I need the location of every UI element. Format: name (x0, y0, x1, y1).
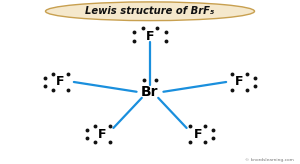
Text: Br: Br (141, 85, 159, 99)
Text: Lewis structure of BrF₅: Lewis structure of BrF₅ (85, 6, 215, 16)
Ellipse shape (46, 2, 254, 21)
Text: F: F (194, 128, 202, 141)
Text: F: F (56, 75, 65, 89)
Text: F: F (235, 75, 244, 89)
Text: F: F (98, 128, 106, 141)
Text: F: F (146, 30, 154, 43)
Text: © knordslearning.com: © knordslearning.com (244, 158, 293, 162)
